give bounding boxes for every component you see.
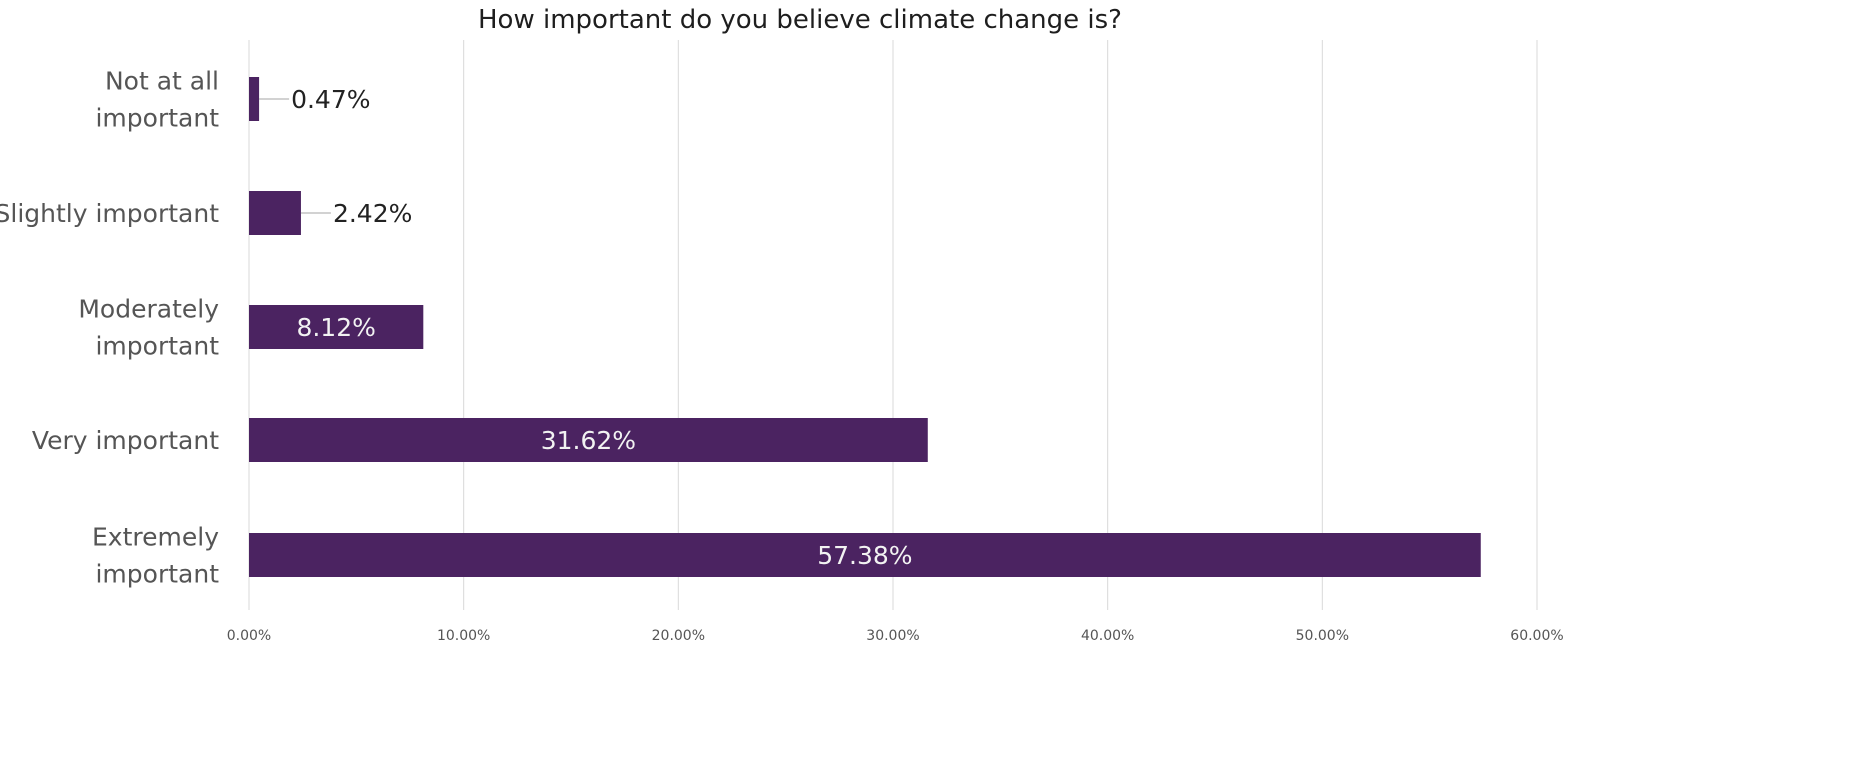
x-tick-label: 50.00% xyxy=(1296,628,1349,644)
data-label: 8.12% xyxy=(296,313,375,342)
chart-title: How important do you believe climate cha… xyxy=(478,5,1122,35)
x-tick-label: 30.00% xyxy=(866,628,919,644)
category-label: Very important xyxy=(32,426,219,455)
bar xyxy=(249,418,928,462)
category-label: important xyxy=(95,104,219,133)
x-tick-label: 60.00% xyxy=(1510,628,1563,644)
x-tick-label: 20.00% xyxy=(652,628,705,644)
data-label: 57.38% xyxy=(817,541,912,570)
x-tick-label: 0.00% xyxy=(227,628,271,644)
data-label: 31.62% xyxy=(541,426,636,455)
bar xyxy=(249,305,424,349)
category-label: important xyxy=(95,560,219,589)
category-label: important xyxy=(95,332,219,361)
bar xyxy=(249,533,1481,577)
x-tick-label: 10.00% xyxy=(437,628,490,644)
category-label: Not at all xyxy=(105,67,219,96)
x-tick-label: 40.00% xyxy=(1081,628,1134,644)
category-label: Extremely xyxy=(92,523,219,552)
data-label: 0.47% xyxy=(291,85,370,114)
bar xyxy=(249,191,301,235)
category-label: Moderately xyxy=(78,295,219,324)
category-label: Slightly important xyxy=(0,199,219,228)
data-label: 2.42% xyxy=(333,199,412,228)
bar xyxy=(249,77,260,121)
